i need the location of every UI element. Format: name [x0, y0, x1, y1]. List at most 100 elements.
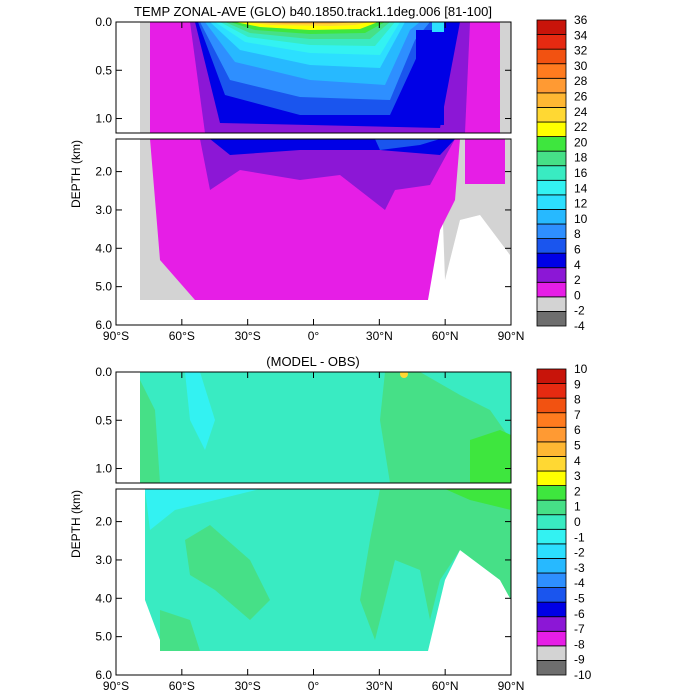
colorbar-label: -10: [574, 668, 592, 682]
y-tick-label: 4.0: [95, 241, 112, 255]
y-tick-label: 2.0: [95, 165, 112, 179]
colorbar-swatch: [536, 441, 567, 457]
colorbar-label: 26: [574, 90, 588, 104]
colorbar-swatch: [536, 150, 567, 167]
colorbar-label: 2: [574, 484, 581, 498]
colorbar-label: 7: [574, 408, 581, 422]
x-tick-label: 60°N: [432, 679, 459, 693]
x-tick-label: 30°S: [235, 329, 261, 343]
colorbar-label: 28: [574, 74, 588, 88]
colorbar-label: -2: [574, 546, 585, 560]
colorbar-swatch: [536, 397, 567, 414]
temperature-ylabel: DEPTH (km): [69, 140, 83, 208]
colorbar-swatch: [536, 587, 567, 603]
colorbar-swatch: [536, 92, 567, 108]
colorbar-swatch: [536, 383, 567, 399]
colorbar-swatch: [536, 572, 567, 588]
colorbar-swatch: [536, 121, 567, 137]
temperature-lower-field: [116, 139, 511, 325]
temperature-axes: 90°S 60°S 30°S 0° 30°N 60°N 90°N 0.0 0.5 1.0 2.0 3.…: [95, 15, 524, 343]
colorbar-swatch: [536, 456, 567, 472]
x-tick-label: 0°: [308, 679, 320, 693]
colorbar-swatch: [536, 252, 567, 269]
colorbar-label: 6: [574, 243, 581, 257]
temperature-panel: TEMP ZONAL-AVE (GLO) b40.1850.track1.1de…: [69, 4, 588, 343]
colorbar-label: -2: [574, 304, 585, 318]
colorbar-swatch: [536, 194, 567, 210]
colorbar-label: -6: [574, 607, 585, 621]
colorbar-label: -9: [574, 653, 585, 667]
y-tick-label: 2.0: [95, 515, 112, 529]
colorbar-swatch: [536, 368, 567, 384]
colorbar-label: -4: [574, 576, 585, 590]
colorbar-label: -4: [574, 319, 585, 333]
colorbar-label: 16: [574, 166, 588, 180]
colorbar-swatch: [536, 48, 567, 65]
colorbar-label: 6: [574, 423, 581, 437]
colorbar-label: -5: [574, 592, 585, 606]
colorbar-label: 3: [574, 469, 581, 483]
difference-upper-field: [116, 372, 511, 483]
colorbar-label: 0: [574, 288, 581, 302]
colorbar-swatch: [536, 616, 567, 632]
colorbar-label: 10: [574, 212, 588, 226]
colorbar-swatch: [536, 165, 567, 181]
colorbar-swatch: [536, 630, 567, 647]
y-tick-label: 3.0: [95, 203, 112, 217]
temperature-title: TEMP ZONAL-AVE (GLO) b40.1850.track1.1de…: [134, 4, 492, 19]
x-tick-label: 90°N: [498, 329, 525, 343]
difference-lower-field: [116, 489, 511, 675]
difference-axes: 90°S 60°S 30°S 0° 30°N 60°N 90°N 0.0 0.5 1.0 2.0 3.…: [95, 365, 524, 693]
y-tick-label: 0.5: [95, 413, 112, 427]
colorbar-label: 36: [574, 13, 588, 27]
colorbar-swatch: [536, 209, 567, 225]
colorbar-label: 22: [574, 120, 588, 134]
y-tick-label: 1.0: [95, 462, 112, 476]
x-tick-label: 30°N: [366, 679, 393, 693]
x-tick-label: 60°S: [169, 329, 195, 343]
colorbar-label: -8: [574, 637, 585, 651]
colorbar-label: 1: [574, 500, 581, 514]
y-tick-label: 0.5: [95, 63, 112, 77]
colorbar-label: 14: [574, 181, 588, 195]
colorbar-label: 18: [574, 151, 588, 165]
colorbar-swatch: [536, 77, 567, 94]
colorbar-label: 0: [574, 515, 581, 529]
x-tick-label: 30°S: [235, 679, 261, 693]
colorbar-label: 2: [574, 273, 581, 287]
difference-title: (MODEL - OBS): [266, 354, 359, 369]
colorbar-label: 10: [574, 362, 588, 376]
colorbar-swatch: [536, 34, 567, 50]
colorbar-swatch: [536, 645, 567, 661]
colorbar-swatch: [536, 543, 567, 559]
colorbar-swatch: [536, 660, 567, 676]
colorbar-swatch: [536, 107, 567, 123]
colorbar-label: -7: [574, 622, 585, 636]
colorbar-swatch: [536, 426, 567, 443]
colorbar-swatch: [536, 558, 567, 574]
colorbar-swatch: [536, 136, 567, 152]
y-tick-label: 5.0: [95, 280, 112, 294]
colorbar-swatch: [536, 528, 567, 545]
colorbar-label: 12: [574, 197, 588, 211]
x-tick-label: 0°: [308, 329, 320, 343]
y-tick-label: 3.0: [95, 553, 112, 567]
colorbar-label: 32: [574, 44, 588, 58]
x-tick-label: 60°N: [432, 329, 459, 343]
colorbar-label: 30: [574, 59, 588, 73]
colorbar-swatch: [536, 485, 567, 501]
colorbar-swatch: [536, 601, 567, 618]
colorbar-label: 8: [574, 393, 581, 407]
colorbar-swatch: [536, 311, 567, 327]
colorbar-swatch: [536, 470, 567, 486]
difference-ylabel: DEPTH (km): [69, 490, 83, 558]
y-tick-label: 5.0: [95, 630, 112, 644]
x-tick-label: 90°S: [103, 329, 129, 343]
y-tick-label: 0.0: [95, 365, 112, 379]
colorbar-swatch: [536, 63, 567, 79]
colorbar-swatch: [536, 267, 567, 283]
y-tick-label: 0.0: [95, 15, 112, 29]
